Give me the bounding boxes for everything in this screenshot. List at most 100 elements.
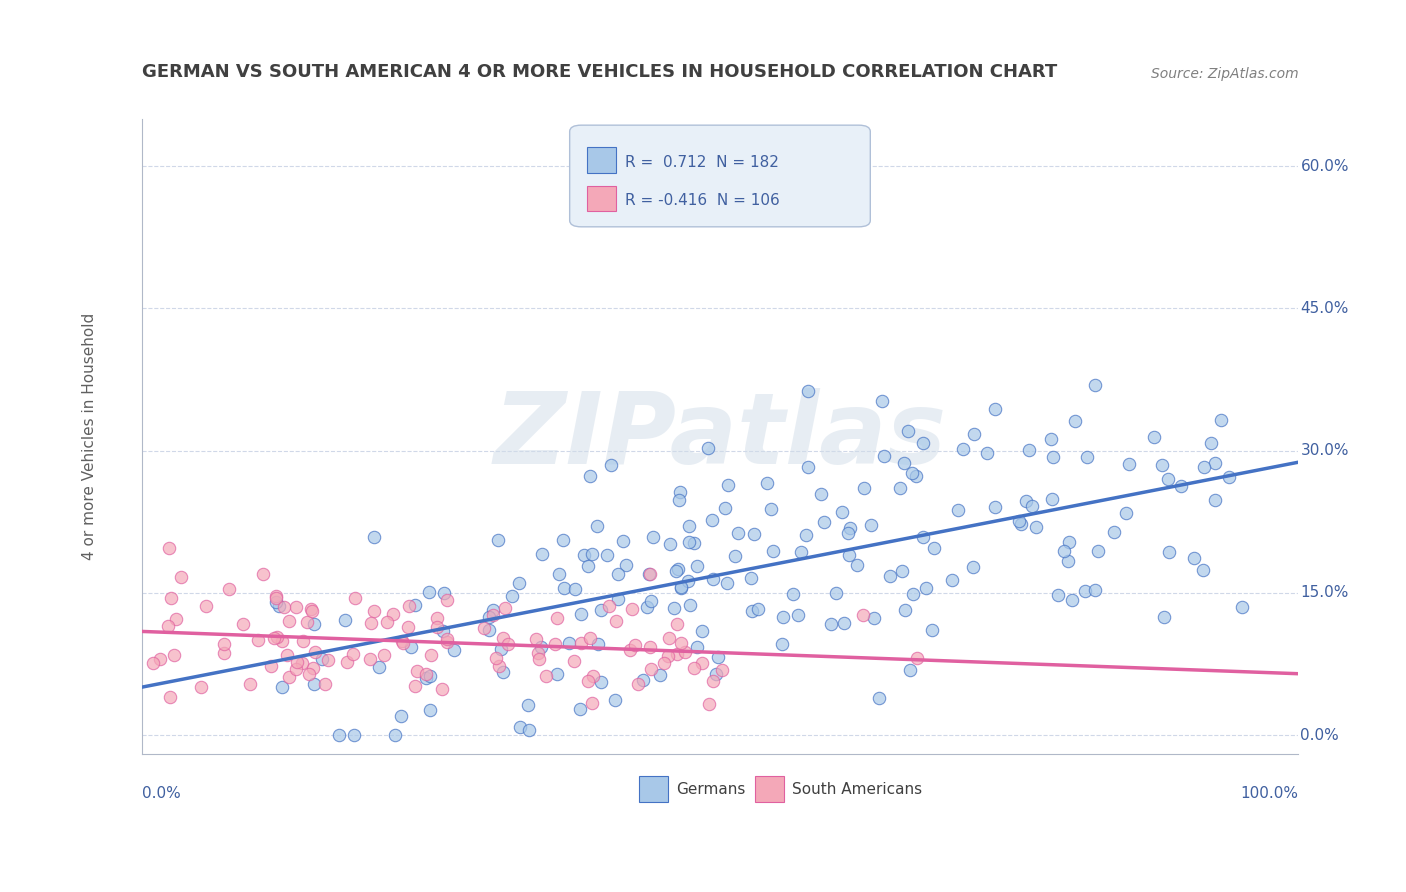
Point — [363, 604, 385, 618]
Point — [1047, 588, 1070, 602]
Point — [897, 424, 920, 438]
Point — [363, 530, 385, 544]
Point — [562, 654, 585, 668]
Point — [419, 668, 441, 682]
Point — [762, 544, 785, 558]
Point — [702, 512, 724, 526]
Point — [631, 673, 654, 688]
Point — [912, 530, 935, 544]
Point — [870, 393, 893, 408]
Point — [489, 642, 512, 657]
Point — [368, 660, 391, 674]
Point — [496, 636, 519, 650]
Point — [704, 667, 727, 681]
Point — [586, 637, 609, 651]
Point — [614, 558, 637, 572]
Point — [666, 647, 689, 661]
Point — [398, 599, 420, 613]
Point — [534, 669, 557, 683]
Point — [299, 602, 322, 616]
Point — [797, 384, 820, 399]
Text: 30.0%: 30.0% — [1301, 443, 1348, 458]
Point — [619, 643, 641, 657]
Point — [789, 544, 811, 558]
Point — [852, 607, 875, 622]
Point — [686, 640, 709, 654]
Point — [252, 567, 274, 582]
Point — [579, 469, 602, 483]
Point — [697, 441, 720, 455]
Point — [638, 566, 661, 581]
Point — [415, 671, 437, 685]
Point — [160, 591, 183, 605]
Point — [624, 639, 647, 653]
Point — [891, 564, 914, 578]
Point — [666, 562, 689, 576]
Point — [501, 589, 523, 603]
Point — [621, 601, 644, 615]
Point — [717, 477, 740, 491]
Text: 4 or more Vehicles in Household: 4 or more Vehicles in Household — [83, 313, 97, 560]
Point — [1053, 544, 1076, 558]
Point — [569, 607, 592, 622]
Point — [392, 636, 415, 650]
Point — [727, 525, 749, 540]
Point — [311, 652, 333, 666]
Point — [665, 564, 688, 578]
Point — [1015, 494, 1038, 508]
Point — [384, 728, 406, 742]
Point — [343, 728, 366, 742]
Point — [271, 633, 294, 648]
Point — [683, 661, 706, 675]
Point — [676, 574, 699, 588]
Point — [264, 595, 287, 609]
Point — [436, 632, 458, 646]
Point — [214, 646, 236, 660]
Point — [1084, 377, 1107, 392]
Point — [269, 599, 291, 613]
Point — [276, 648, 298, 663]
Point — [1192, 460, 1215, 475]
Point — [810, 487, 832, 501]
Point — [1074, 584, 1097, 599]
Point — [1057, 535, 1080, 549]
Point — [285, 599, 308, 614]
FancyBboxPatch shape — [640, 776, 668, 802]
Point — [845, 558, 868, 572]
Point — [1150, 458, 1173, 473]
Point — [547, 567, 569, 582]
Point — [1153, 610, 1175, 624]
Point — [544, 637, 567, 651]
Point — [756, 476, 779, 491]
Point — [915, 581, 938, 595]
Text: 45.0%: 45.0% — [1301, 301, 1348, 316]
Point — [652, 657, 675, 671]
Point — [983, 401, 1005, 416]
Point — [530, 547, 553, 561]
Point — [391, 633, 413, 648]
Point — [1042, 492, 1064, 507]
Text: R =  0.712  N = 182: R = 0.712 N = 182 — [626, 154, 779, 169]
Point — [342, 647, 364, 661]
Point — [401, 640, 423, 654]
Point — [360, 616, 382, 631]
FancyBboxPatch shape — [588, 186, 616, 211]
Point — [263, 632, 285, 646]
Point — [648, 668, 671, 682]
Point — [569, 636, 592, 650]
Point — [893, 456, 915, 470]
Point — [418, 585, 440, 599]
Point — [159, 690, 181, 704]
Point — [381, 607, 404, 621]
Point — [273, 600, 295, 615]
Point — [436, 635, 458, 649]
Point — [666, 617, 689, 632]
Point — [1157, 544, 1180, 558]
Point — [983, 500, 1005, 514]
Point — [426, 611, 449, 625]
Point — [832, 616, 855, 631]
Point — [911, 436, 934, 450]
Point — [679, 598, 702, 612]
Text: GERMAN VS SOUTH AMERICAN 4 OR MORE VEHICLES IN HOUSEHOLD CORRELATION CHART: GERMAN VS SOUTH AMERICAN 4 OR MORE VEHIC… — [142, 62, 1057, 80]
Point — [484, 651, 506, 665]
